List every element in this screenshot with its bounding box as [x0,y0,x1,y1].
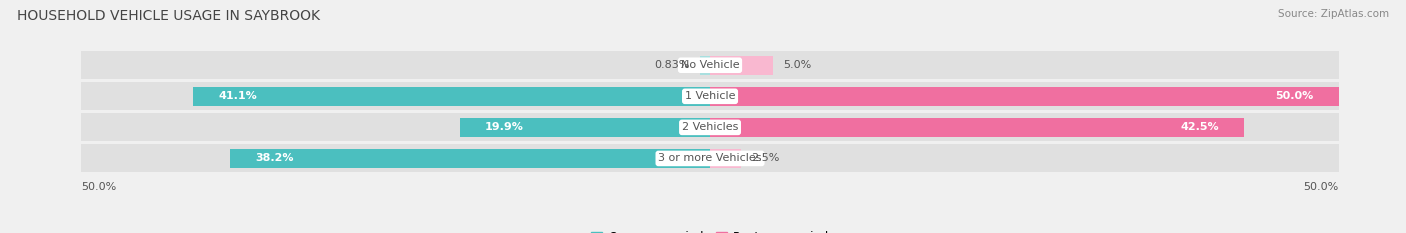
Text: HOUSEHOLD VEHICLE USAGE IN SAYBROOK: HOUSEHOLD VEHICLE USAGE IN SAYBROOK [17,9,321,23]
Bar [710,87,1339,106]
Text: 38.2%: 38.2% [254,154,294,163]
Text: 2.5%: 2.5% [752,154,780,163]
Text: 50.0%: 50.0% [1275,91,1313,101]
Text: 50.0%: 50.0% [82,182,117,192]
Text: 3 or more Vehicles: 3 or more Vehicles [658,154,762,163]
Text: 1 Vehicle: 1 Vehicle [685,91,735,101]
Text: 5.0%: 5.0% [783,60,811,70]
Bar [82,113,1339,141]
Text: 2 Vehicles: 2 Vehicles [682,122,738,132]
Legend: Owner-occupied, Renter-occupied: Owner-occupied, Renter-occupied [586,226,834,233]
Bar [710,118,1244,137]
Text: 0.83%: 0.83% [654,60,689,70]
Text: 42.5%: 42.5% [1181,122,1219,132]
Bar [700,56,710,75]
Bar [710,149,741,168]
Text: No Vehicle: No Vehicle [681,60,740,70]
Bar [193,87,710,106]
Bar [710,56,773,75]
Text: 19.9%: 19.9% [485,122,524,132]
Bar [82,51,1339,79]
Text: 41.1%: 41.1% [218,91,257,101]
Bar [82,144,1339,172]
Bar [229,149,710,168]
Bar [460,118,710,137]
Text: 50.0%: 50.0% [1303,182,1339,192]
Text: Source: ZipAtlas.com: Source: ZipAtlas.com [1278,9,1389,19]
Bar [82,82,1339,110]
